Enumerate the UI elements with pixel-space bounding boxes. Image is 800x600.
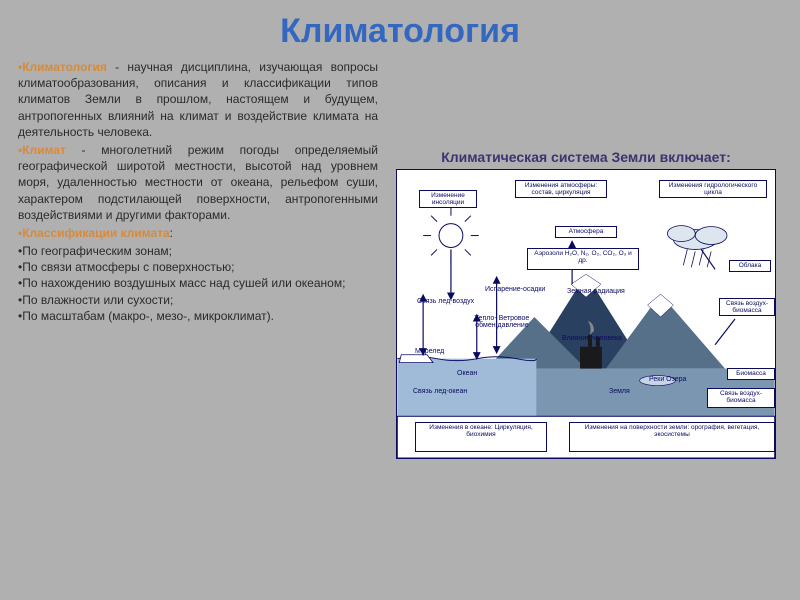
list-item: •По связи атмосферы с поверхностью; <box>18 259 378 275</box>
diagram-label: Связь лед-океан <box>413 388 467 395</box>
paragraph-3: •Классификации климата: <box>18 225 378 241</box>
right-column: Климатическая система Земли включает: <box>390 59 782 459</box>
diagram-box: Биомасса <box>727 368 775 380</box>
list-item: •По масштабам (макро-, мезо-, микроклима… <box>18 308 378 324</box>
paragraph-1: •Климатология - научная дисциплина, изуч… <box>18 59 378 140</box>
list-item: •По нахождению воздушных масс над сушей … <box>18 275 378 291</box>
diagram-box: Атмосфера <box>555 226 617 238</box>
diagram-box: Изменение инсоляции <box>419 190 477 208</box>
term-classification: Классификации климата <box>22 226 169 240</box>
list-item-text: По связи атмосферы с поверхностью; <box>22 260 234 274</box>
diagram-box: Изменения гидрологического цикла <box>659 180 767 198</box>
list-item-text: По географическим зонам; <box>22 244 172 258</box>
subtitle: Климатическая система Земли включает: <box>441 149 731 165</box>
list-item: •По географическим зонам; <box>18 243 378 259</box>
sep-2: - <box>66 143 101 157</box>
diagram-box: Облака <box>729 260 771 272</box>
list-item-text: По влажности или сухости; <box>22 293 173 307</box>
diagram-label: Тепло- Ветровое обмен давление <box>467 315 537 330</box>
content-area: •Климатология - научная дисциплина, изуч… <box>0 59 800 459</box>
diagram-box: Изменения атмосферы: состав, циркуляция <box>515 180 607 198</box>
colon: : <box>170 226 173 240</box>
term-climatology: Климатология <box>22 60 107 74</box>
diagram-label: Земная радиация <box>567 288 625 295</box>
diagram-box: Связь воздух-биомасса <box>719 298 775 316</box>
climate-diagram: Изменение инсоляции Изменения атмосферы: … <box>396 169 776 459</box>
list-item-text: По масштабам (макро-, мезо-, микроклимат… <box>22 309 274 323</box>
diagram-box: Изменения в океане: Циркуляция, биохимия <box>415 422 547 452</box>
diagram-label: Связь лед-воздух <box>417 298 474 305</box>
diagram-box: Изменения на поверхности земли: орографи… <box>569 422 775 452</box>
left-column: •Климатология - научная дисциплина, изуч… <box>18 59 378 459</box>
diagram-box: Аэрозоли H₂O, N₂, O₂, CO₂, O₃ и др. <box>527 248 639 270</box>
classification-list: •По географическим зонам; •По связи атмо… <box>18 243 378 324</box>
diagram-label: Влияние человека <box>562 335 622 342</box>
diagram-label: Океан <box>457 370 477 377</box>
diagram-label: Земля <box>609 388 630 395</box>
diagram-box: Связь воздух-биомасса <box>707 388 775 408</box>
diagram-label: Испарение-осадки <box>485 286 545 293</box>
sep-1: - <box>107 60 128 74</box>
paragraph-2: •Климат - многолетний режим погоды опред… <box>18 142 378 223</box>
page-title: Климатология <box>0 0 800 59</box>
diagram-label: Морелед <box>415 348 444 355</box>
diagram-label: Реки Озера <box>649 376 686 383</box>
term-climate: Климат <box>22 143 66 157</box>
list-item: •По влажности или сухости; <box>18 292 378 308</box>
list-item-text: По нахождению воздушных масс над сушей и… <box>22 276 345 290</box>
